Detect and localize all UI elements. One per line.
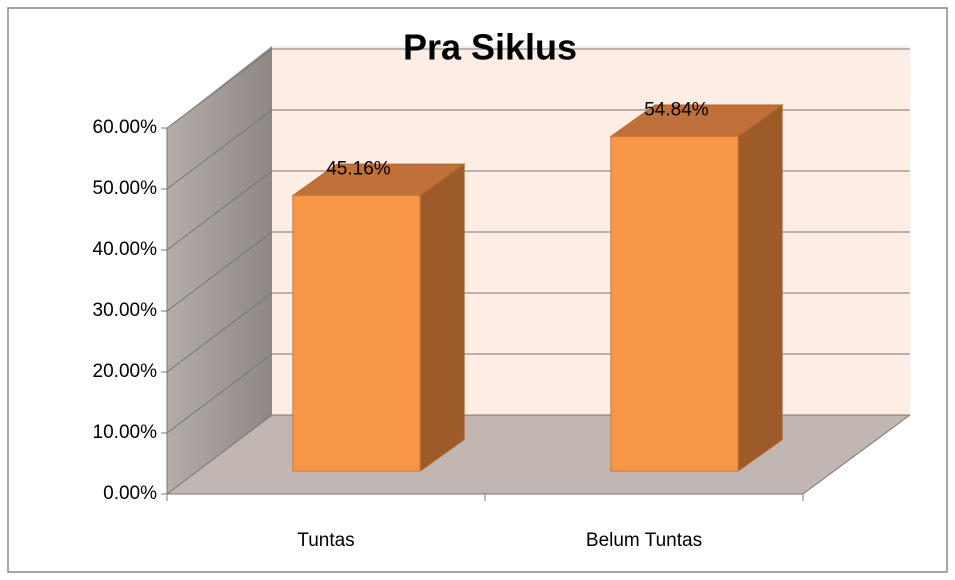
grid-line xyxy=(166,231,273,312)
grid-line xyxy=(166,414,273,495)
grid-line xyxy=(166,48,273,129)
y-tick-label: 20.00% xyxy=(93,361,158,382)
y-tick-label: 40.00% xyxy=(93,239,158,260)
bar-side xyxy=(419,163,465,473)
x-tick-label: Belum Tuntas xyxy=(586,530,702,551)
y-tick-label: 30.00% xyxy=(93,300,158,321)
data-label: 54.84% xyxy=(644,100,709,121)
bar-side xyxy=(737,104,783,473)
x-tick-label: Tuntas xyxy=(297,530,354,551)
floor xyxy=(167,415,910,494)
grid-line xyxy=(166,353,273,434)
grid-line xyxy=(166,170,273,251)
y-tick-label: 10.00% xyxy=(93,422,158,443)
bar xyxy=(610,136,739,472)
side-wall xyxy=(167,46,272,494)
chart-title: Pra Siklus xyxy=(403,27,577,68)
grid-line xyxy=(166,292,273,373)
y-tick-label: 50.00% xyxy=(93,178,158,199)
y-tick-label: 60.00% xyxy=(93,117,158,138)
grid-line xyxy=(166,109,273,190)
data-label: 45.16% xyxy=(326,159,391,180)
bar xyxy=(292,195,421,472)
y-tick-label: 0.00% xyxy=(103,483,157,504)
